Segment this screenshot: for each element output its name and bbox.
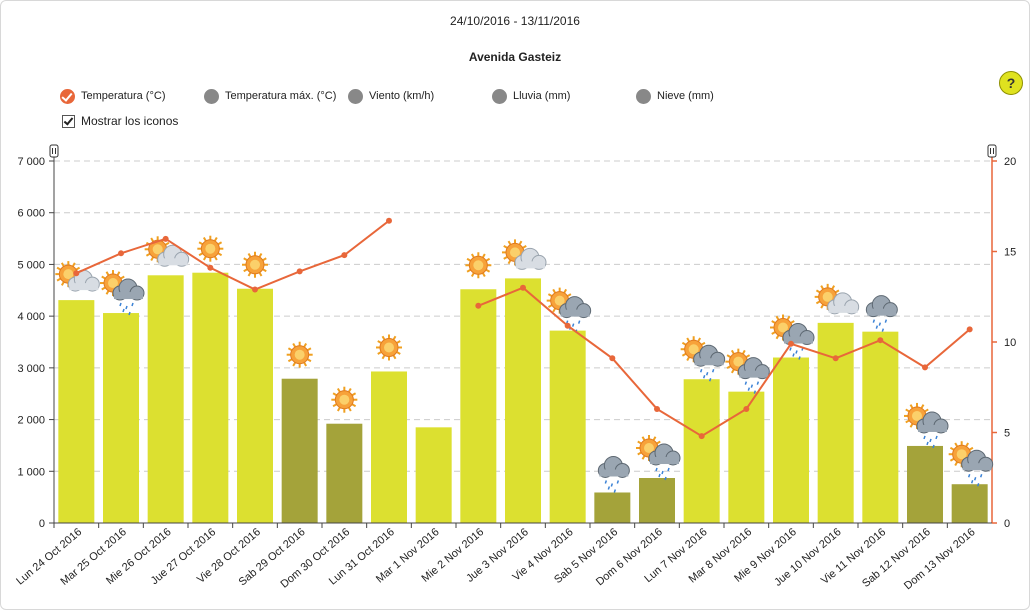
legend-label: Temperatura (°C) (81, 90, 166, 102)
bar (594, 492, 631, 523)
temperature-point (73, 270, 80, 277)
y-tick-label: 6 000 (17, 208, 45, 220)
legend-label: Viento (km/h) (369, 90, 435, 102)
temperature-point (654, 405, 660, 412)
sun-cloud-rain-icon (770, 314, 815, 360)
bar (907, 445, 943, 523)
cloud-rain-icon (597, 455, 630, 493)
temperature-point (520, 284, 526, 291)
temperature-point (832, 355, 839, 362)
temperature-point (698, 433, 705, 440)
checkbox-checked-icon (62, 114, 75, 128)
sun-icon (286, 341, 313, 368)
sun-cloud-rain-icon (948, 441, 994, 487)
bar (415, 427, 452, 523)
legend-item-lluvia[interactable]: Lluvia (mm) (492, 88, 570, 104)
sun-icon (197, 235, 224, 262)
help-button[interactable]: ? (999, 71, 1023, 95)
cloud-rain-icon (865, 295, 898, 332)
sun-cloud-icon (144, 236, 190, 267)
circle-icon (492, 88, 507, 104)
chart-title: Avenida Gasteiz (468, 50, 562, 64)
y2-tick-label: 20 (1004, 156, 1016, 168)
bar (639, 478, 675, 523)
sun-icon (465, 252, 492, 279)
circle-icon (636, 88, 651, 104)
sun-cloud-rain-icon (636, 435, 681, 481)
sun-cloud-icon (55, 261, 100, 292)
bar (58, 300, 95, 523)
bar (371, 371, 407, 523)
checkmark-icon (60, 88, 75, 104)
temperature-point (788, 340, 794, 347)
sun-cloud-rain-icon (100, 270, 145, 316)
left-axis-handle[interactable] (49, 144, 59, 158)
bar (683, 379, 720, 523)
circle-icon (204, 88, 219, 104)
y-tick-label: 2 000 (17, 415, 45, 427)
temperature-point (966, 326, 973, 333)
temperature-line (477, 286, 971, 438)
sun-icon (331, 386, 358, 413)
sun-cloud-rain-icon (725, 348, 770, 394)
y-tick-label: 5 000 (17, 259, 45, 271)
legend-item-temperatura-max[interactable]: Temperatura máx. (°C) (204, 88, 336, 104)
bar (237, 288, 273, 523)
bar (951, 484, 988, 523)
temperature-point (162, 235, 169, 242)
temperature-point (922, 364, 928, 371)
bar (103, 313, 139, 523)
bar (147, 275, 184, 523)
show-icons-checkbox[interactable]: Mostrar los iconos (62, 114, 178, 128)
sun-cloud-rain-icon (546, 287, 592, 333)
y2-tick-label: 15 (1004, 247, 1016, 259)
circle-icon (348, 88, 363, 104)
y-tick-label: 3 000 (17, 363, 45, 375)
sun-cloud-rain-icon (904, 402, 949, 449)
temperature-point (877, 337, 884, 344)
y2-tick-label: 0 (1004, 518, 1010, 530)
bar (460, 289, 497, 523)
temperature-point (564, 322, 571, 329)
y-tick-label: 7 000 (17, 156, 45, 168)
bar (773, 357, 809, 523)
temperature-point (743, 405, 750, 412)
bar (281, 378, 318, 523)
temperature-point (118, 250, 124, 257)
sun-cloud-rain-icon (680, 336, 726, 382)
bar (549, 330, 586, 523)
temperature-point (252, 286, 258, 293)
legend-item-nieve[interactable]: Nieve (mm) (636, 88, 714, 104)
temperature-point (296, 268, 303, 275)
bar (192, 272, 229, 523)
legend-label: Nieve (mm) (657, 90, 714, 102)
y2-tick-label: 5 (1004, 428, 1010, 440)
bar (728, 391, 765, 523)
legend-item-temperatura[interactable]: Temperatura (°C) (60, 88, 165, 104)
y-tick-label: 1 000 (17, 466, 45, 478)
temperature-point (475, 302, 482, 309)
sun-icon (242, 251, 268, 278)
bar (326, 423, 363, 523)
y2-tick-label: 10 (1004, 337, 1016, 349)
sun-cloud-icon (814, 283, 860, 315)
temperature-point (341, 252, 348, 259)
y-tick-label: 0 (39, 518, 45, 530)
bar (505, 278, 541, 523)
show-icons-label: Mostrar los iconos (81, 114, 179, 128)
y-tick-label: 4 000 (17, 311, 45, 323)
bar (862, 331, 899, 523)
legend-label: Temperatura máx. (°C) (225, 90, 337, 102)
sun-cloud-icon (502, 239, 547, 270)
sun-icon (376, 334, 402, 361)
temperature-point (386, 217, 392, 224)
legend-item-viento[interactable]: Viento (km/h) (348, 88, 434, 104)
date-range-label: 24/10/2016 - 13/11/2016 (450, 14, 580, 28)
temperature-line (75, 219, 390, 291)
temperature-point (207, 264, 214, 271)
temperature-point (609, 355, 616, 362)
legend-label: Lluvia (mm) (513, 90, 571, 102)
right-axis-handle[interactable] (987, 144, 997, 158)
